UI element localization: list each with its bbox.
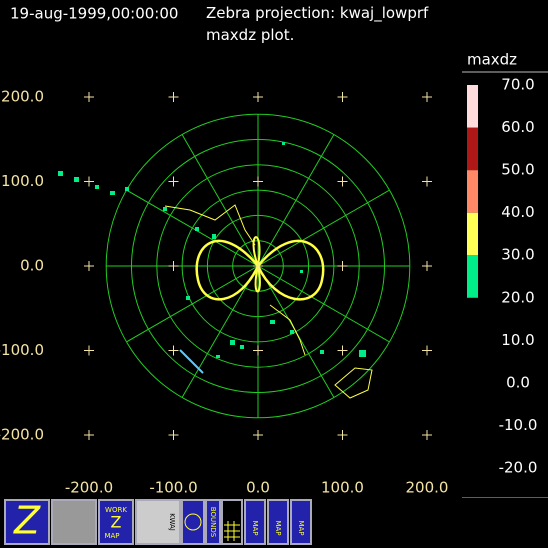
icon[interactable] <box>205 499 221 545</box>
icon-glyph <box>184 513 202 531</box>
icon[interactable] <box>244 499 266 545</box>
x-tick-label: 100.0 <box>321 479 364 497</box>
colorbar-label: 30.0 <box>501 246 534 264</box>
grid-cross <box>168 345 179 356</box>
colorbar-label: 50.0 <box>501 161 534 179</box>
icon[interactable] <box>181 499 205 545</box>
grid-cross <box>337 430 348 440</box>
grid-cross <box>168 261 179 271</box>
grid-cross <box>337 92 348 102</box>
colorbar-label: -10.0 <box>499 416 538 434</box>
color-segment <box>467 255 478 298</box>
grid-cross <box>253 345 263 356</box>
colorbar-label: 20.0 <box>501 288 534 306</box>
x-tick-label: -100.0 <box>149 479 197 497</box>
grid-cross <box>253 92 263 102</box>
icon-label: BOUNDS <box>209 507 217 538</box>
color-segment <box>467 85 478 128</box>
grid-cross <box>84 261 94 271</box>
colorbar-label: 0.0 <box>506 373 530 391</box>
icon-label: Z <box>111 513 122 532</box>
colorbar-label: 70.0 <box>501 76 534 94</box>
grid-cross <box>422 430 432 440</box>
title: Zebra projection: kwaj_lowprf maxdz plot… <box>206 4 429 44</box>
icon[interactable] <box>98 499 134 545</box>
colorbar-label: 40.0 <box>501 203 534 221</box>
echoes <box>58 142 366 374</box>
y-tick-label: -200.0 <box>0 426 44 444</box>
color-segment <box>467 127 478 171</box>
grid-cross <box>253 176 263 187</box>
grid-cross <box>422 176 432 187</box>
grid-cross <box>253 261 263 271</box>
icon[interactable] <box>4 499 50 545</box>
timestamp: 19-aug-1999,00:00:00 <box>10 5 178 23</box>
icon-label: KWAJ <box>168 513 176 531</box>
color-segment <box>467 212 478 256</box>
colorbar-label: -20.0 <box>499 459 538 477</box>
color-segment <box>467 170 478 213</box>
x-tick-label: -200.0 <box>65 479 113 497</box>
icon[interactable] <box>51 499 97 545</box>
icon[interactable] <box>290 499 312 545</box>
grid-cross <box>337 176 348 187</box>
grid-cross <box>253 430 263 440</box>
y-tick-label: -100.0 <box>0 341 44 359</box>
icon-label: MAP <box>104 532 119 540</box>
colorbar-label: 60.0 <box>501 118 534 136</box>
grid-cross <box>337 261 348 271</box>
y-tick-label: 200.0 <box>1 88 44 106</box>
grid-cross <box>84 345 94 356</box>
x-tick-label: 0.0 <box>246 479 270 497</box>
grid-cross <box>84 176 94 187</box>
colorbar-label: 10.0 <box>501 331 534 349</box>
grid-cross <box>422 92 432 102</box>
icon[interactable] <box>267 499 289 545</box>
x-tick-label: 200.0 <box>406 479 449 497</box>
grid-cross <box>168 176 179 187</box>
y-tick-label: 0.0 <box>20 257 44 275</box>
grid-cross <box>84 92 94 102</box>
icon[interactable] <box>135 499 181 545</box>
icon-label: MAP <box>274 520 282 535</box>
grid-cross <box>422 261 432 271</box>
y-tick-label: 100.0 <box>1 172 44 190</box>
icon-label: WORK <box>105 506 127 514</box>
colorbar-title: maxdz <box>467 51 517 69</box>
icon-label: Z <box>13 499 41 543</box>
grid-cross <box>337 345 348 356</box>
icon-label: MAP <box>297 520 305 535</box>
title-box: Zebra projection: kwaj_lowprf maxdz plot… <box>206 4 429 44</box>
grid-cross <box>168 92 179 102</box>
icon[interactable] <box>221 499 243 545</box>
grid-cross <box>422 345 432 356</box>
icon-label: MAP <box>251 520 259 535</box>
grid-cross <box>168 430 179 440</box>
grid-cross <box>84 430 94 440</box>
icon-glyph <box>224 521 240 541</box>
